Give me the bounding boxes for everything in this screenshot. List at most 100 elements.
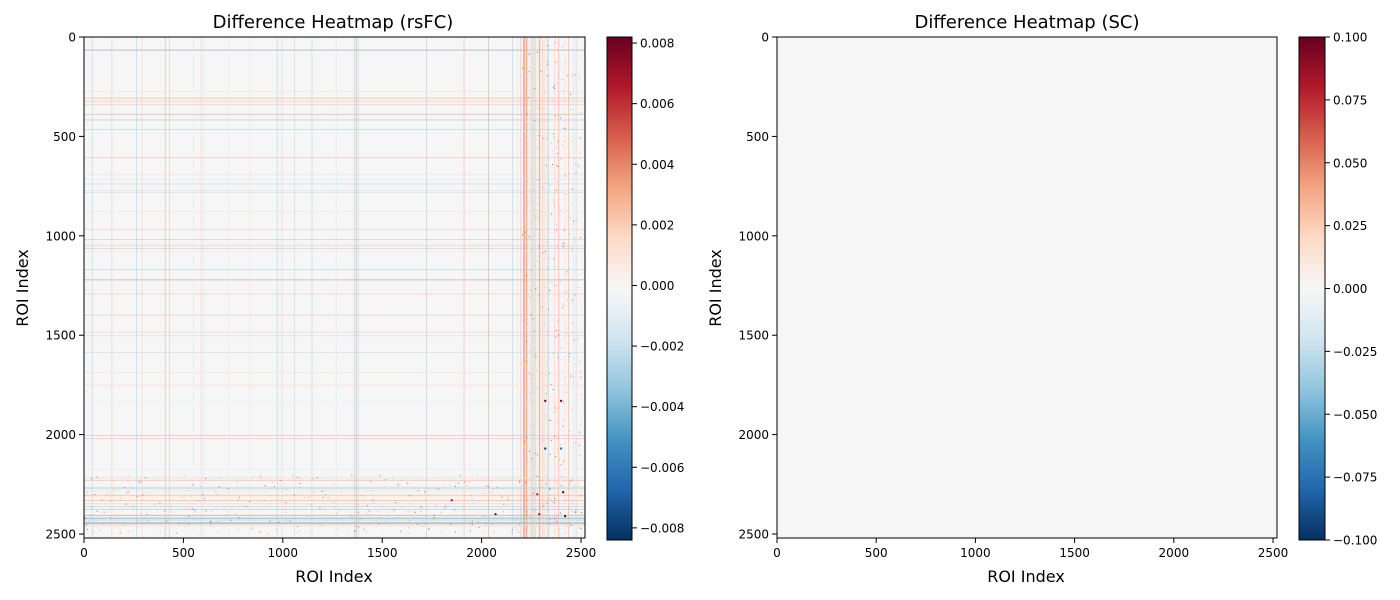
- heatmap-speckle: [372, 499, 374, 501]
- heatmap-speckle: [322, 490, 324, 492]
- heatmap-speckle: [526, 319, 528, 321]
- heatmap-speckle: [546, 385, 548, 387]
- heatmap-speckle: [524, 440, 526, 442]
- heatmap-speckle: [395, 501, 397, 503]
- heatmap-speckle: [574, 511, 576, 513]
- heatmap-speckle: [578, 158, 580, 160]
- heatmap-speckle: [227, 513, 229, 515]
- heatmap-speckle: [322, 497, 324, 499]
- heatmap-speckle: [533, 434, 535, 436]
- heatmap-speckle: [570, 374, 572, 376]
- heatmap-speckle: [562, 304, 564, 306]
- heatmap-speckle: [554, 384, 556, 386]
- heatmap-streak-horizontal: [84, 269, 585, 270]
- heatmap-speckle: [124, 487, 126, 489]
- heatmap-speckle: [397, 485, 399, 487]
- heatmap-speckle: [558, 319, 560, 321]
- heatmap-speckle: [521, 67, 523, 69]
- heatmap-speckle: [378, 523, 380, 525]
- heatmap-speckle: [109, 516, 111, 518]
- heatmap-speckle: [252, 476, 254, 478]
- heatmap-speckle: [556, 482, 558, 484]
- heatmap-streak-vertical: [568, 37, 570, 538]
- heatmap-speckle: [563, 490, 565, 492]
- heatmap-speckle: [573, 376, 575, 378]
- heatmap-speckle: [575, 163, 577, 165]
- heatmap-speckle: [545, 182, 547, 184]
- heatmap-speckle: [100, 480, 102, 482]
- heatmap-speckle: [379, 475, 381, 477]
- heatmap-speckle: [299, 493, 301, 495]
- heatmap-speckle: [435, 521, 437, 523]
- heatmap-streak-vertical: [538, 37, 540, 538]
- heatmap-speckle: [534, 88, 536, 90]
- heatmap-speckle: [538, 135, 540, 137]
- heatmap-speckle: [502, 522, 504, 524]
- heatmap-speckle: [169, 477, 171, 479]
- heatmap-speckle: [346, 533, 348, 535]
- heatmap-streak-vertical: [358, 37, 359, 538]
- heatmap-speckle: [412, 531, 414, 533]
- heatmap-speckle: [541, 108, 543, 110]
- heatmap-speckle: [472, 502, 474, 504]
- heatmap-speckle: [571, 331, 573, 333]
- heatmap-speckle: [546, 155, 548, 157]
- heatmap-speckle: [579, 376, 581, 378]
- heatmap-speckle: [571, 204, 573, 206]
- colorbar-tick-label: 0.008: [640, 37, 674, 51]
- heatmap-speckle: [580, 274, 582, 276]
- heatmap-speckle: [550, 440, 552, 442]
- heatmap-speckle: [561, 144, 563, 146]
- x-tick-label: 0: [773, 546, 781, 560]
- heatmap-speckle: [558, 459, 560, 461]
- heatmap-speckle: [532, 318, 534, 320]
- heatmap-speckle: [210, 510, 212, 512]
- heatmap-speckle: [551, 300, 553, 302]
- heatmap-speckle: [230, 519, 232, 521]
- heatmap-speckle: [565, 497, 567, 499]
- heatmap-streak-horizontal: [84, 239, 585, 240]
- heatmap-speckle: [167, 486, 169, 488]
- heatmap-speckle: [566, 332, 568, 334]
- heatmap-speckle: [460, 494, 462, 496]
- heatmap-speckle: [531, 532, 533, 534]
- heatmap-outlier: [536, 493, 539, 496]
- heatmap-streak-horizontal: [84, 494, 585, 496]
- y-tick-label: 1000: [738, 229, 769, 243]
- heatmap-streak-vertical: [524, 37, 525, 538]
- heatmap-speckle: [88, 521, 90, 523]
- heatmap-speckle: [545, 393, 547, 395]
- heatmap-speckle: [354, 530, 356, 532]
- heatmap-speckle: [408, 487, 410, 489]
- heatmap-speckle: [267, 533, 269, 535]
- heatmap-speckle: [227, 488, 229, 490]
- heatmap-speckle: [572, 381, 574, 383]
- heatmap-streak-horizontal: [84, 129, 585, 131]
- heatmap-speckle: [561, 268, 563, 270]
- heatmap-speckle: [568, 430, 570, 432]
- heatmap-speckle: [496, 487, 498, 489]
- heatmap-speckle: [357, 512, 359, 514]
- heatmap-speckle: [572, 476, 574, 478]
- heatmap-panel-sc: Difference Heatmap (SC) 0 500 1000 1500 2000…: [706, 12, 1377, 586]
- heatmap-speckle: [554, 381, 556, 383]
- heatmap-speckle: [459, 475, 461, 477]
- heatmap-speckle: [570, 140, 572, 142]
- heatmap-speckle: [476, 513, 478, 515]
- heatmap-streak-vertical: [353, 37, 355, 538]
- heatmap-speckle: [580, 376, 582, 378]
- heatmap-streak-horizontal: [84, 183, 585, 185]
- heatmap-speckle: [549, 359, 551, 361]
- heatmap-speckle: [501, 494, 503, 496]
- heatmap-speckle: [569, 481, 571, 483]
- heatmap-speckle: [309, 519, 311, 521]
- heatmap-streak-horizontal: [84, 490, 585, 492]
- heatmap-speckle: [284, 509, 286, 511]
- heatmap-speckle: [312, 477, 314, 479]
- heatmap-speckle: [578, 444, 580, 446]
- heatmap-speckle: [375, 520, 377, 522]
- heatmap-speckle: [397, 483, 399, 485]
- heatmap-speckle: [126, 492, 128, 494]
- heatmap-speckle: [555, 146, 557, 148]
- heatmap-speckle: [554, 407, 556, 409]
